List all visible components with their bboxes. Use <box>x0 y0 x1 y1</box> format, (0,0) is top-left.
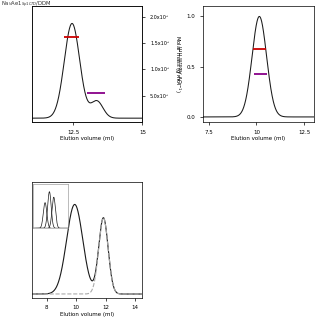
X-axis label: Elution volume (ml): Elution volume (ml) <box>60 136 114 141</box>
Y-axis label: UV Abs₂₈₀ nm: UV Abs₂₈₀ nm <box>179 46 184 83</box>
X-axis label: Elution volume (ml): Elution volume (ml) <box>60 312 114 316</box>
X-axis label: Elution volume (ml): Elution volume (ml) <box>231 136 285 141</box>
Y-axis label: Molar mass (g mol$^{-1}$): Molar mass (g mol$^{-1}$) <box>172 35 182 93</box>
Text: Na$_V$Ae1$_{Sp1CTD}$/DDM: Na$_V$Ae1$_{Sp1CTD}$/DDM <box>1 0 52 10</box>
